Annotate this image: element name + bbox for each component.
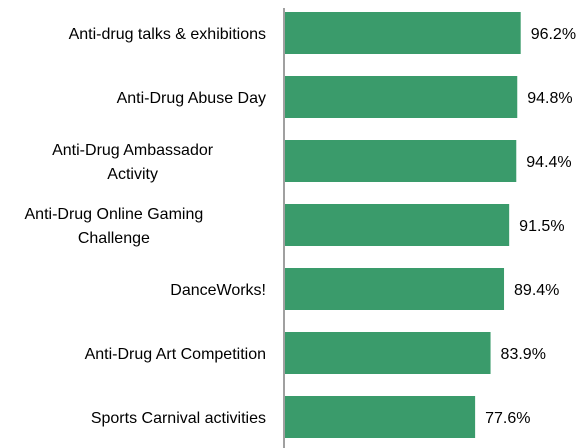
category-label-line: Challenge [78,230,150,247]
category-label: Anti-Drug Art Competition [85,346,266,363]
bar [285,204,510,246]
category-label-line: DanceWorks! [170,282,266,299]
value-label: 96.2% [531,26,576,43]
value-label: 91.5% [519,218,564,235]
value-label: 94.4% [526,154,571,171]
category-label: Anti-Drug Online Gaming Challenge [25,206,204,247]
bar [285,396,476,438]
value-labels-group: 96.2% 94.8% 94.4% 91.5% 89.4% 83.9% 77.6% [485,26,576,427]
value-label: 77.6% [485,410,530,427]
bar [285,76,518,118]
bar [285,140,517,182]
value-label: 94.8% [527,90,572,107]
bars-group [285,12,521,438]
category-label: Sports Carnival activities [91,410,266,427]
category-label: Anti-Drug Ambassador Activity [52,142,214,183]
bar [285,268,505,310]
category-label-line: Anti-Drug Art Competition [85,346,266,363]
category-label: DanceWorks! [170,282,266,299]
category-label-line: Anti-Drug Ambassador [52,142,214,159]
category-label-line: Anti-Drug Online Gaming [25,206,204,223]
category-label-line: Activity [107,166,158,183]
category-label: Anti-drug talks & exhibitions [69,26,266,43]
category-label: Anti-Drug Abuse Day [117,90,266,107]
category-label-line: Anti-drug talks & exhibitions [69,26,266,43]
bar [285,12,521,54]
value-label: 83.9% [501,346,546,363]
category-label-line: Anti-Drug Abuse Day [117,90,266,107]
value-label: 89.4% [514,282,559,299]
category-label-line: Sports Carnival activities [91,410,266,427]
bar [285,332,491,374]
category-labels-group: Anti-drug talks & exhibitions Anti-Drug A… [25,26,267,427]
